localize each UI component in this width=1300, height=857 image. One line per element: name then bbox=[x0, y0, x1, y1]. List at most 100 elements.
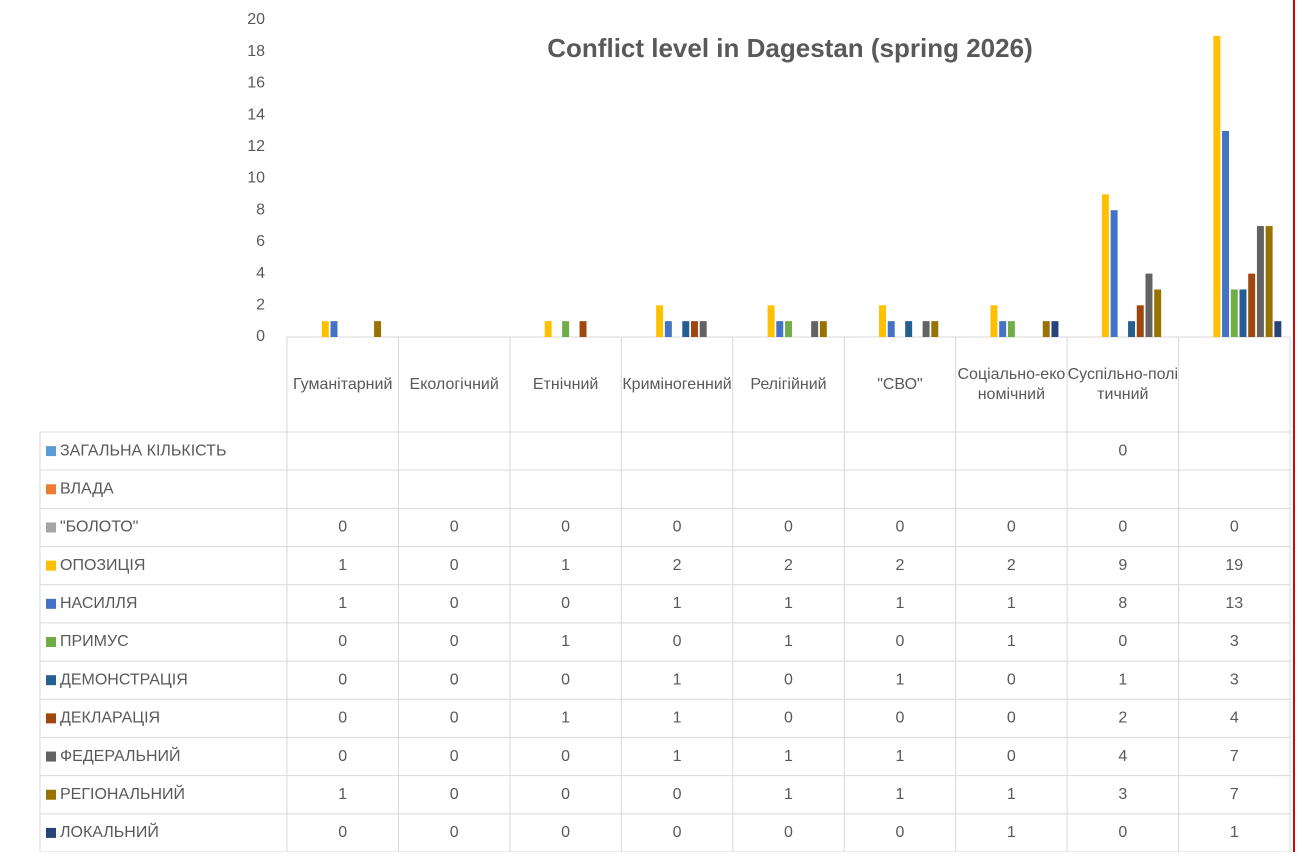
table-value: 0 bbox=[784, 519, 793, 536]
x-tick-label: Релігійний bbox=[750, 375, 827, 393]
table-value: 0 bbox=[1007, 519, 1016, 536]
bar bbox=[1230, 289, 1238, 337]
bar bbox=[699, 321, 707, 337]
table-value: 0 bbox=[338, 633, 347, 650]
table-value: 0 bbox=[561, 786, 570, 803]
table-value: 1 bbox=[784, 595, 793, 612]
bar bbox=[374, 321, 382, 337]
table-value: 1 bbox=[1230, 824, 1239, 841]
table-value: 0 bbox=[1118, 442, 1127, 459]
table-value: 0 bbox=[673, 824, 682, 841]
bar bbox=[656, 305, 664, 337]
bar bbox=[905, 321, 913, 337]
bar bbox=[999, 321, 1007, 337]
table-value: 0 bbox=[561, 595, 570, 612]
y-tick-label: 10 bbox=[247, 170, 265, 187]
table-value: 0 bbox=[450, 748, 459, 765]
table-value: 0 bbox=[338, 671, 347, 688]
bar bbox=[819, 321, 827, 337]
legend-swatch bbox=[46, 675, 56, 686]
table-value: 0 bbox=[450, 557, 459, 574]
bar bbox=[1274, 321, 1282, 337]
table-value: 7 bbox=[1230, 786, 1239, 803]
table-value: 4 bbox=[1230, 710, 1239, 727]
bar bbox=[1136, 305, 1144, 337]
x-tick-label: Соціально-економічний bbox=[957, 365, 1066, 403]
table-value: 0 bbox=[450, 633, 459, 650]
bar bbox=[990, 305, 998, 337]
table-value: 1 bbox=[1007, 633, 1016, 650]
y-tick-label: 12 bbox=[247, 138, 265, 155]
table-value: 1 bbox=[673, 710, 682, 727]
table-value: 0 bbox=[561, 748, 570, 765]
table-value: 0 bbox=[1118, 633, 1127, 650]
table-value: 0 bbox=[338, 519, 347, 536]
bar bbox=[1154, 289, 1162, 337]
y-tick-label: 4 bbox=[256, 265, 265, 282]
y-tick-label: 20 bbox=[247, 11, 265, 28]
bar bbox=[321, 321, 329, 337]
legend-label: "БОЛОТО" bbox=[60, 519, 138, 536]
bar bbox=[776, 321, 784, 337]
table-value: 0 bbox=[673, 633, 682, 650]
x-tick-label: Гуманітарний bbox=[293, 375, 393, 393]
table-value: 1 bbox=[1007, 786, 1016, 803]
bar bbox=[690, 321, 698, 337]
bar bbox=[682, 321, 690, 337]
legend-label: ЗАГАЛЬНА КІЛЬКІСТЬ bbox=[60, 442, 226, 459]
legend-swatch bbox=[46, 522, 56, 533]
table-value: 19 bbox=[1225, 557, 1243, 574]
bar bbox=[879, 305, 887, 337]
legend-swatch bbox=[46, 789, 56, 800]
bar bbox=[1051, 321, 1059, 337]
bar bbox=[767, 305, 775, 337]
bar bbox=[887, 321, 895, 337]
legend-label: ЛОКАЛЬНИЙ bbox=[60, 822, 159, 841]
table-value: 1 bbox=[895, 595, 904, 612]
y-tick-label: 6 bbox=[256, 233, 265, 250]
bar bbox=[922, 321, 930, 337]
table-value: 2 bbox=[784, 557, 793, 574]
category-cell: "СВО" bbox=[877, 376, 923, 393]
table-value: 0 bbox=[673, 519, 682, 536]
legend-swatch bbox=[46, 446, 56, 457]
table-value: 1 bbox=[895, 671, 904, 688]
x-tick-label: Етнічний bbox=[532, 375, 599, 393]
table-value: 0 bbox=[895, 824, 904, 841]
table-value: 1 bbox=[1007, 595, 1016, 612]
table-value: 1 bbox=[338, 595, 347, 612]
table-value: 0 bbox=[1118, 824, 1127, 841]
table-value: 0 bbox=[784, 824, 793, 841]
category-cell: Соціально-економічний bbox=[957, 365, 1066, 403]
y-tick-label: 16 bbox=[247, 75, 265, 92]
table-value: 0 bbox=[338, 824, 347, 841]
y-tick-label: 8 bbox=[256, 201, 265, 218]
chart-title: Conflict level in Dagestan (spring 2026) bbox=[547, 33, 1032, 63]
table-value: 1 bbox=[338, 786, 347, 803]
bar bbox=[811, 321, 819, 337]
x-tick-label: Криміногенний bbox=[622, 375, 732, 393]
table-value: 4 bbox=[1118, 748, 1127, 765]
y-tick-label: 18 bbox=[247, 43, 265, 60]
table-value: 0 bbox=[450, 519, 459, 536]
table-value: 13 bbox=[1225, 595, 1243, 612]
table-value: 0 bbox=[895, 710, 904, 727]
bar bbox=[562, 321, 570, 337]
bar bbox=[664, 321, 672, 337]
table-value: 0 bbox=[673, 786, 682, 803]
legend-swatch bbox=[46, 560, 56, 571]
table-value: 3 bbox=[1118, 786, 1127, 803]
category-cell: Релігійний bbox=[750, 375, 827, 393]
table-value: 2 bbox=[1007, 557, 1016, 574]
table-value: 1 bbox=[673, 671, 682, 688]
category-cell: Суспільно-політичний bbox=[1067, 365, 1179, 403]
x-tick-label: Суспільно-політичний bbox=[1067, 365, 1179, 403]
legend-label: ДЕКЛАРАЦІЯ bbox=[60, 710, 160, 727]
legend-swatch bbox=[46, 637, 56, 647]
legend-swatch bbox=[46, 484, 56, 495]
y-tick-label: 14 bbox=[247, 106, 265, 123]
table-value: 0 bbox=[1007, 748, 1016, 765]
table-value: 0 bbox=[450, 710, 459, 727]
table-value: 1 bbox=[1007, 824, 1016, 841]
